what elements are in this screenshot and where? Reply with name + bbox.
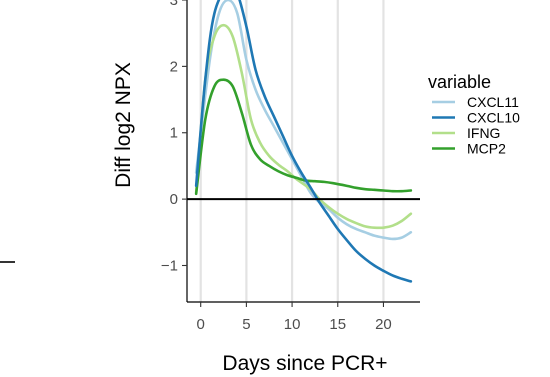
y-tick-label-2: 1 [170, 125, 178, 142]
x-tick-label-0: 0 [197, 316, 205, 333]
grid-lines [199, 0, 385, 302]
legend-label-mcp2: MCP2 [467, 141, 506, 157]
legend-label-ifng: IFNG [467, 125, 500, 141]
legend-label-cxcl10: CXCL10 [467, 110, 520, 126]
series-group [194, 0, 413, 283]
y-tick-label-1: 0 [170, 191, 178, 208]
series-line-ifng [194, 23, 413, 230]
series-line-cxcl11 [194, 0, 413, 241]
y-tick-label-0: −1 [161, 257, 178, 274]
x-axis-title: Days since PCR+ [222, 352, 387, 375]
plot-panel [186, 0, 420, 303]
x-tick-label-1: 5 [242, 316, 250, 333]
x-tick-label-3: 15 [329, 316, 346, 333]
y-axis-ticks: −1 0 1 2 3 [161, 0, 187, 274]
y-axis-title: Diff log2 NPX [112, 62, 135, 188]
series-line-mcp2 [194, 78, 413, 196]
x-tick-label-4: 20 [375, 316, 392, 333]
x-axis-ticks: 0 5 10 15 20 [197, 302, 392, 333]
series-line-cxcl10 [194, 0, 413, 283]
y-tick-label-4: 3 [170, 0, 178, 9]
legend-title: variable [428, 72, 491, 92]
x-tick-label-2: 10 [284, 316, 301, 333]
legend-label-cxcl11: CXCL11 [467, 94, 519, 110]
y-tick-label-3: 2 [170, 58, 178, 75]
